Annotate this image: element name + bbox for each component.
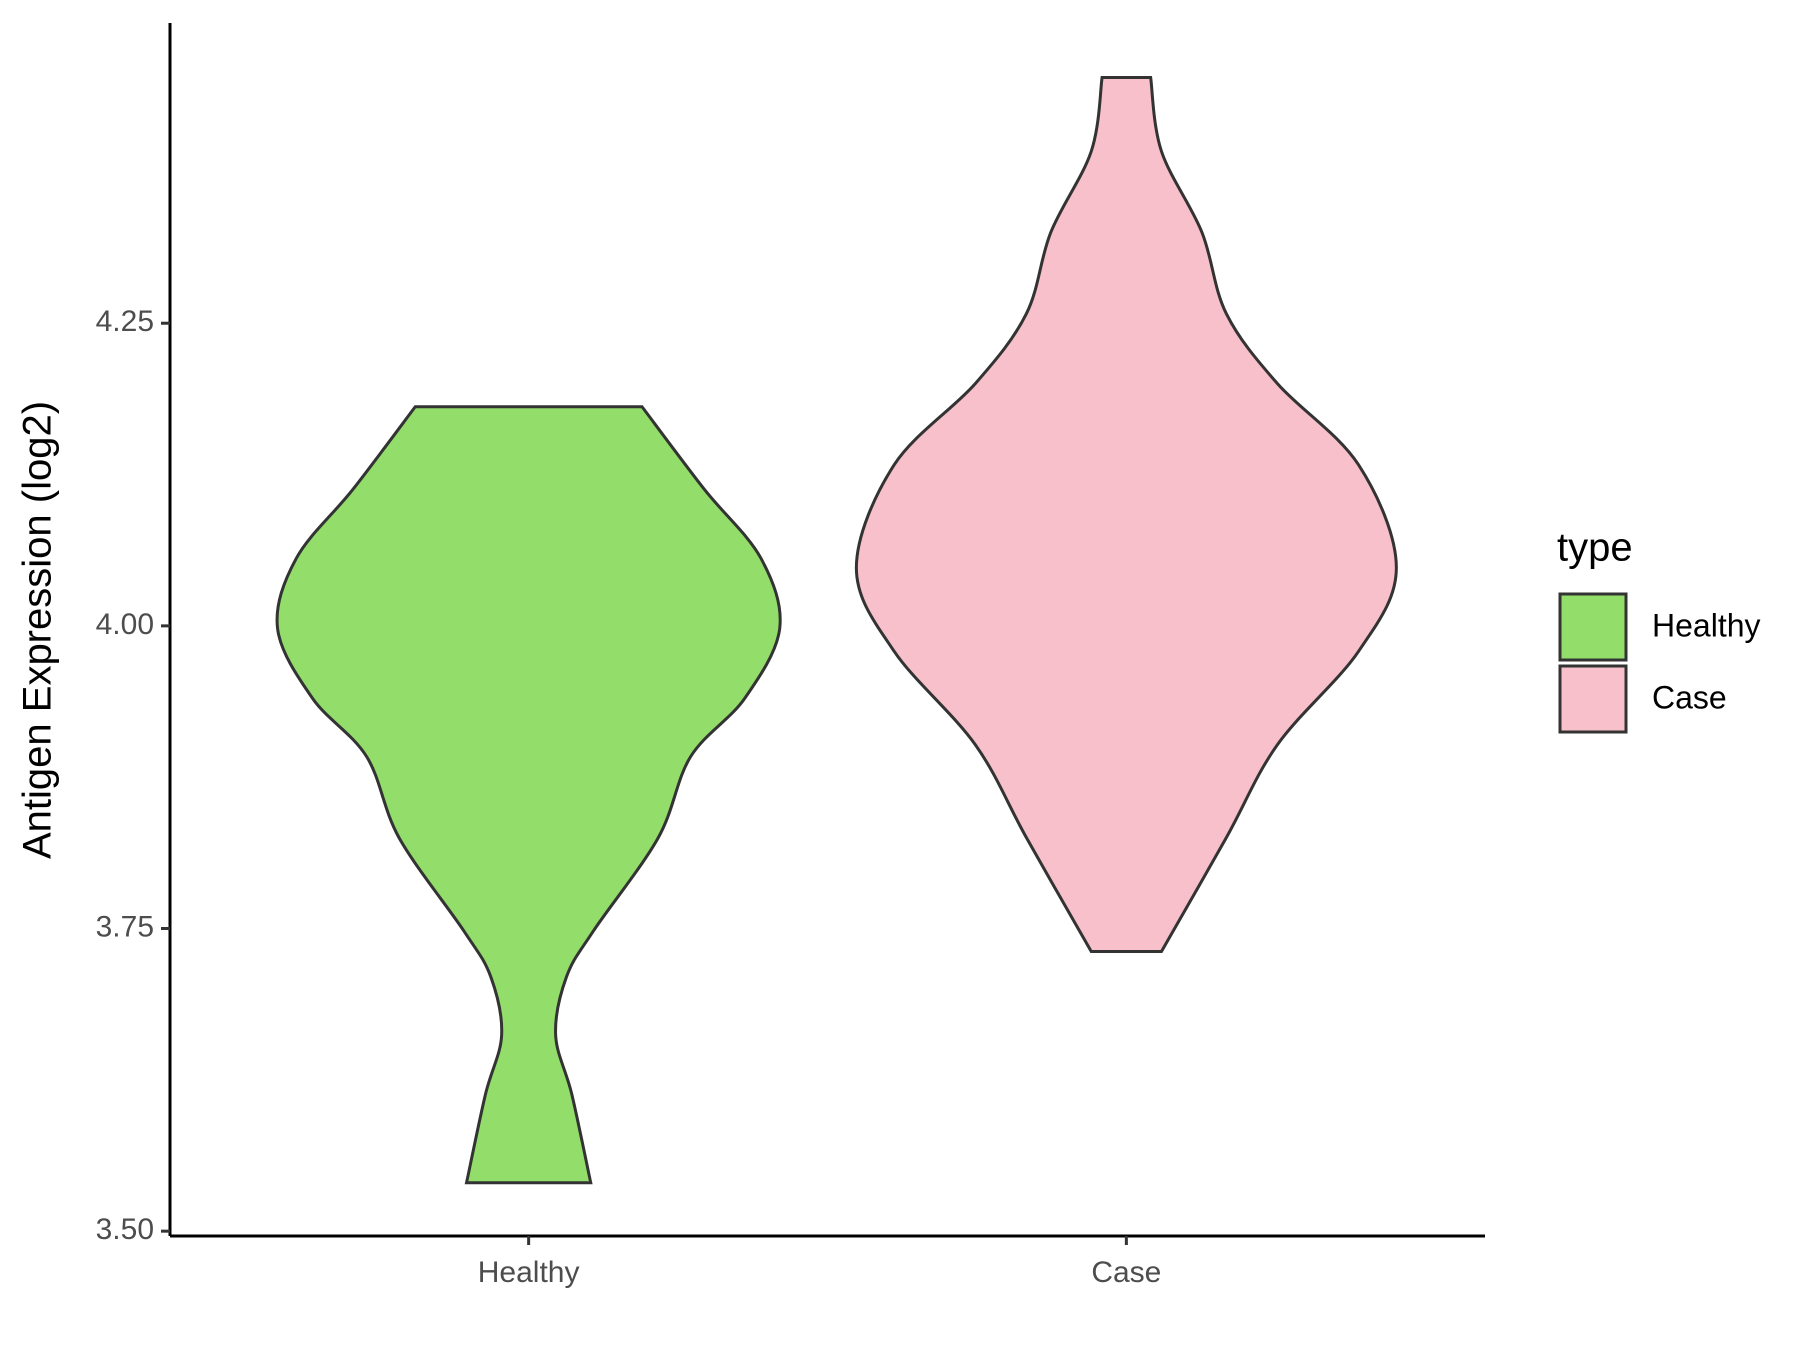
y-tick-label: 4.00: [96, 608, 154, 641]
violin: [854, 75, 1398, 954]
legend-key: [1558, 592, 1628, 662]
x-tick-label: Healthy: [478, 1256, 580, 1289]
legend-title: type: [1557, 526, 1633, 570]
legend-label: Case: [1652, 679, 1727, 715]
y-tick-label: 3.50: [96, 1213, 154, 1246]
legend-key: [1558, 664, 1628, 734]
legend-label: Healthy: [1652, 607, 1761, 643]
y-tick-label: 3.75: [96, 910, 154, 943]
y-axis-title: Antigen Expression (log2): [16, 401, 60, 859]
y-tick-label: 4.25: [96, 305, 154, 338]
violin: [275, 405, 782, 1185]
x-tick-label: Case: [1091, 1256, 1161, 1289]
